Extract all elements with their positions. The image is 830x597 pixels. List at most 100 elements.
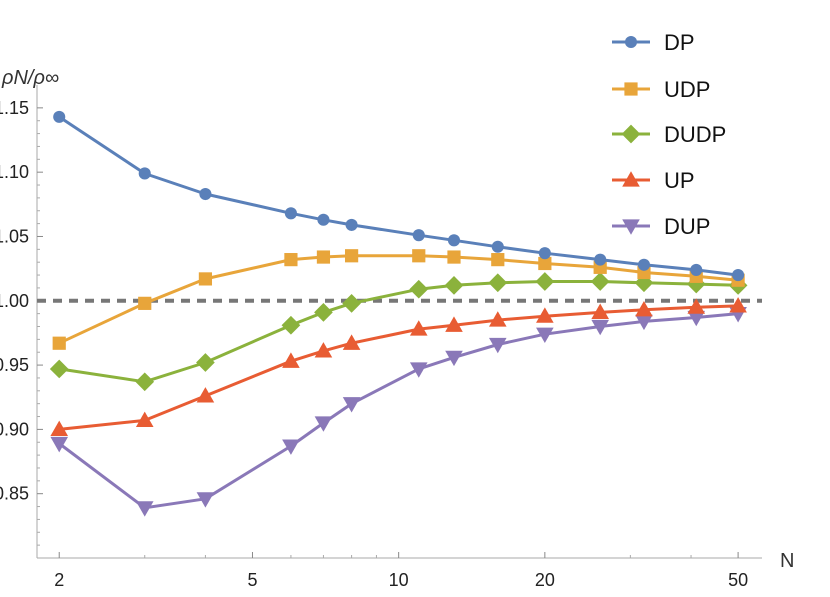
data-point-dup — [196, 492, 215, 508]
series-up — [50, 297, 747, 436]
data-point-dp — [447, 234, 461, 247]
data-point-up — [635, 300, 653, 317]
data-point-dup — [314, 416, 333, 432]
legend-marker-dp — [624, 35, 638, 49]
legend-item-dudp: DUDP — [612, 122, 726, 147]
data-point-up — [445, 316, 463, 332]
data-point-dp — [317, 213, 330, 226]
legend-label-udp: UDP — [664, 77, 710, 102]
data-point-dudp — [590, 272, 610, 291]
data-point-dup — [409, 362, 428, 378]
data-point-udp — [412, 249, 426, 263]
x-tick-label: 50 — [728, 570, 748, 590]
data-point-dudp — [135, 372, 155, 392]
data-point-up — [342, 334, 361, 350]
data-point-up — [314, 342, 333, 358]
data-point-udp — [52, 336, 66, 350]
x-tick-label: 20 — [535, 570, 555, 590]
y-tick-label: 1.00 — [0, 291, 29, 311]
series-line-up — [59, 304, 739, 431]
data-point-dp — [538, 247, 551, 260]
legend-item-up: UP — [612, 168, 695, 193]
legend-marker-dudp — [621, 124, 641, 144]
data-point-up — [536, 307, 554, 323]
data-point-dp — [690, 263, 703, 276]
legend-label-up: UP — [664, 168, 695, 193]
legend-item-dup: DUP — [612, 214, 710, 239]
y-tick-label: 1.15 — [0, 98, 29, 118]
data-point-dudp — [196, 353, 215, 372]
x-tick-label: 5 — [247, 570, 257, 590]
data-point-dp — [284, 207, 297, 220]
data-point-udp — [491, 253, 505, 267]
data-point-dup — [445, 350, 463, 367]
data-point-dudp — [409, 279, 429, 299]
data-point-dudp — [535, 272, 555, 291]
data-point-dup — [50, 436, 69, 453]
y-tick-label: 1.05 — [0, 226, 29, 246]
data-point-dup — [282, 439, 300, 455]
data-point-dp — [637, 258, 651, 271]
data-point-udp — [447, 250, 461, 264]
y-tick-label: 0.90 — [0, 419, 29, 439]
y-tick-label: 0.85 — [0, 484, 29, 504]
series-dudp — [49, 272, 748, 392]
data-point-dup — [536, 327, 554, 344]
data-point-up — [196, 387, 215, 403]
series-dup — [50, 307, 747, 517]
data-point-udp — [538, 256, 552, 271]
data-point-dp — [138, 167, 151, 180]
legend-marker-dup — [622, 219, 640, 235]
data-point-udp — [198, 272, 213, 286]
x-tick-label: 10 — [389, 570, 409, 590]
y-axis-title: ρN/ρ∞ — [1, 67, 59, 89]
data-point-dudp — [281, 315, 301, 335]
data-point-up — [687, 298, 706, 314]
data-point-dudp — [342, 294, 361, 313]
data-point-dup — [687, 310, 706, 327]
data-point-udp — [284, 253, 298, 267]
legend-label-dup: DUP — [664, 214, 710, 239]
data-point-up — [282, 352, 300, 368]
data-point-dup — [135, 501, 154, 517]
data-point-dudp — [49, 359, 69, 379]
data-point-up — [135, 411, 154, 427]
data-point-udp — [316, 250, 331, 264]
legend-item-udp: UDP — [612, 77, 710, 102]
data-point-udp — [138, 296, 152, 310]
data-point-dp — [199, 187, 212, 201]
data-point-up — [488, 311, 507, 327]
data-point-up — [591, 303, 609, 319]
data-point-dup — [635, 314, 653, 331]
data-point-dp — [732, 269, 745, 282]
data-point-dup — [342, 397, 361, 413]
legend-item-dp: DP — [612, 30, 695, 55]
legend-marker-up — [622, 171, 640, 187]
y-tick-label: 1.10 — [0, 162, 29, 182]
data-point-dup — [488, 337, 507, 354]
data-point-dup — [591, 319, 609, 336]
series-line-udp — [58, 254, 739, 345]
data-point-up — [729, 297, 747, 313]
data-point-dp — [491, 240, 504, 253]
data-point-dp — [345, 218, 358, 231]
data-point-udp — [344, 249, 359, 263]
data-point-up — [50, 420, 69, 436]
series-dp — [53, 110, 745, 282]
x-tick-label: 2 — [54, 570, 64, 590]
data-point-dp — [594, 253, 607, 266]
series-line-dp — [58, 115, 739, 277]
data-point-dp — [53, 110, 66, 123]
legend-label-dudp: DUDP — [664, 122, 726, 147]
data-point-up — [409, 320, 428, 336]
y-tick-label: 0.95 — [0, 355, 29, 375]
x-axis-title: N — [780, 550, 794, 572]
data-point-dudp — [488, 273, 508, 293]
legend-marker-udp — [624, 82, 638, 96]
data-point-dp — [412, 229, 425, 242]
series-line-dup — [58, 312, 739, 510]
data-point-dudp — [314, 303, 333, 322]
legend-label-dp: DP — [664, 30, 695, 55]
data-point-dudp — [444, 275, 464, 295]
